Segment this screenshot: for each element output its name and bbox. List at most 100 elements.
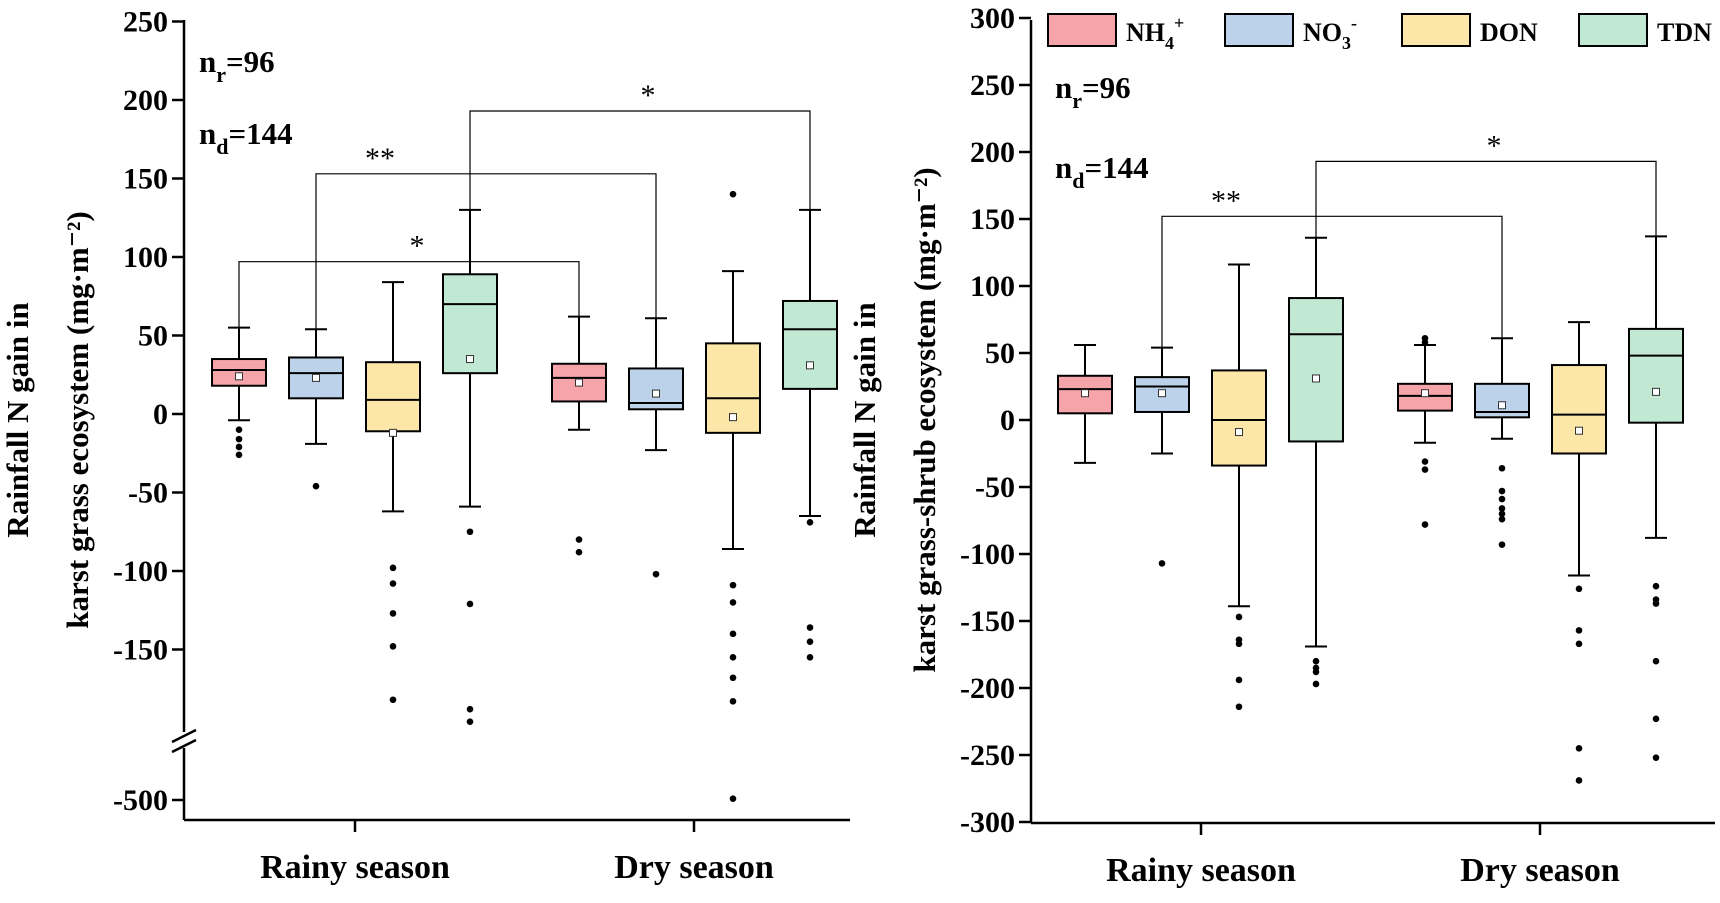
outlier-point	[1652, 715, 1660, 723]
outlier-point	[1421, 466, 1429, 473]
box-iqr	[1211, 369, 1267, 467]
significance-bracket: *	[469, 79, 811, 210]
y-tick-label: 250	[123, 6, 168, 39]
n-rainy-annotation: nr=96	[199, 44, 275, 87]
significance-bracket: **	[1161, 184, 1503, 348]
mean-marker	[235, 372, 243, 381]
axis-break-slash	[171, 738, 197, 754]
outlier-point	[389, 696, 397, 704]
y-tick-label: -500	[113, 784, 168, 817]
outlier-point	[729, 190, 737, 198]
mean-marker	[1421, 389, 1429, 398]
significance-line	[1315, 160, 1657, 238]
mean-marker	[806, 361, 814, 370]
mean-marker	[389, 428, 397, 437]
outlier-point	[466, 718, 474, 726]
legend-swatch	[1578, 13, 1648, 47]
legend-swatch	[1047, 13, 1117, 47]
outlier-point	[389, 564, 397, 572]
legend-label: TDN	[1657, 18, 1712, 47]
n-rainy-annotation: nr=96	[1055, 70, 1131, 113]
outlier-point	[389, 643, 397, 650]
legend-label: NO3-	[1303, 13, 1357, 53]
outlier-point	[1235, 640, 1243, 648]
significance-line	[1161, 215, 1503, 348]
y-axis-label-line-2: karst grass ecosystem (mg·m⁻²)	[60, 211, 95, 628]
outlier-point	[806, 624, 814, 631]
y-tick-label: 200	[970, 136, 1015, 169]
chart-panel-2: -300 -250 -200 -150 -100 -50 0 50 100 150 200 250 30…	[847, 2, 1715, 889]
mean-marker	[652, 389, 660, 398]
outlier-point	[729, 795, 737, 802]
outlier-point	[1652, 582, 1660, 590]
outlier-point	[729, 581, 737, 589]
axis-break-mark	[171, 728, 197, 754]
outlier-point	[1652, 600, 1660, 607]
box-don-dry-season	[1551, 321, 1607, 784]
x-category-label-dry-season: Dry season	[614, 849, 774, 886]
outlier-point	[1498, 515, 1506, 523]
y-tick-label: -300	[960, 806, 1015, 839]
outlier-point	[1235, 613, 1243, 621]
significance-bracket: **	[315, 142, 657, 330]
outlier-point	[729, 630, 737, 638]
outlier-point	[1421, 521, 1429, 528]
y-axis-label-line-1: Rainfall N gain in	[847, 302, 882, 537]
box-tdn-dry-season	[1628, 235, 1684, 761]
y-tick-label: 150	[970, 203, 1015, 236]
y-tick-label: -50	[975, 471, 1015, 504]
mean-marker	[1081, 389, 1089, 398]
outlier-point	[1498, 510, 1506, 518]
outlier-point	[1235, 676, 1243, 684]
outlier-point	[1575, 640, 1583, 648]
significance-line	[469, 110, 811, 210]
outlier-point	[1498, 495, 1506, 503]
box-don-rainy-season	[1211, 263, 1267, 711]
n-dry-annotation: nd=144	[199, 116, 293, 159]
outlier-point	[235, 426, 243, 434]
outlier-point	[1312, 657, 1320, 665]
outlier-point	[1498, 487, 1506, 495]
outlier-point	[729, 674, 737, 682]
significance-label: *	[1487, 129, 1502, 162]
mean-marker	[1158, 389, 1166, 398]
x-category-label-rainy-season: Rainy season	[1106, 852, 1296, 889]
legend-label: NH4+	[1126, 13, 1184, 53]
outlier-point	[1575, 627, 1583, 634]
box-tdn-rainy-season	[442, 208, 498, 726]
legend-item-don: DON	[1401, 13, 1538, 47]
outlier-point	[1312, 668, 1320, 676]
outlier-point	[466, 705, 474, 713]
box-no3-rainy-season	[288, 328, 344, 490]
outlier-point	[1498, 464, 1506, 472]
outlier-point	[466, 528, 474, 536]
y-tick-label: -100	[960, 538, 1015, 571]
y-tick-label: 250	[970, 69, 1015, 102]
outlier-point	[575, 536, 583, 543]
significance-label: **	[1211, 184, 1241, 217]
mean-marker	[1312, 374, 1320, 383]
box-iqr	[1551, 364, 1607, 455]
y-tick-label: -50	[128, 477, 168, 510]
y-tick-label: 50	[985, 337, 1015, 370]
significance-label: *	[641, 79, 656, 112]
n-dry-annotation: nd=144	[1055, 150, 1149, 193]
outlier-point	[235, 451, 243, 459]
outlier-point	[1235, 703, 1243, 711]
outlier-point	[652, 570, 660, 578]
y-axis-label-line-1: Rainfall N gain in	[0, 302, 35, 537]
x-category-label-dry-season: Dry season	[1460, 852, 1620, 889]
mean-marker	[729, 413, 737, 422]
y-tick-label: 200	[123, 84, 168, 117]
box-iqr	[782, 299, 838, 390]
outlier-point	[1652, 754, 1660, 761]
significance-label: *	[410, 230, 425, 263]
outlier-point	[1498, 541, 1506, 548]
outlier-point	[729, 654, 737, 661]
legend: NH4+ NO3- DON TDN	[1047, 13, 1712, 53]
outlier-point	[1498, 505, 1506, 512]
mean-marker	[1575, 426, 1583, 435]
box-don-rainy-season	[365, 281, 421, 704]
